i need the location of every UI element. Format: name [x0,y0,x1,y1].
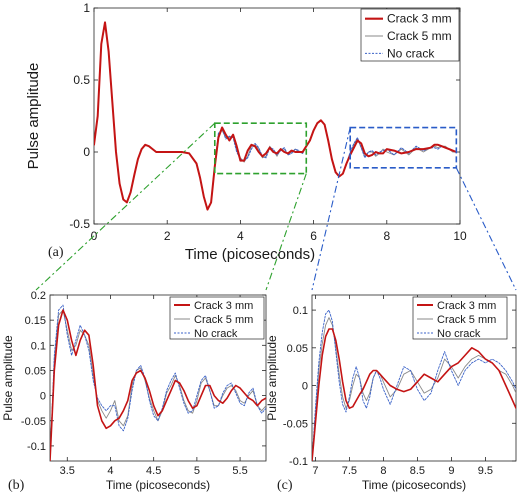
legend-label: Crack 3 mm [387,12,452,26]
legend-label: No crack [194,328,238,340]
x-tick-label: 4 [107,465,113,477]
legend-label: Crack 5 mm [437,314,496,326]
series-group-b [50,304,266,461]
x-tick-label: 4 [237,229,244,243]
legend-label: Crack 5 mm [387,29,452,43]
zoom-box-b [213,122,308,175]
legend-label: No crack [437,328,481,340]
y-tick-label: 0.2 [31,290,46,302]
x-tick-label: 7.5 [342,465,357,477]
panel-tag-a: (a) [48,245,64,260]
zoom-box-c [349,126,458,169]
x-tick-label: 7 [312,465,318,477]
y-tick-label: 0.5 [73,73,90,87]
y-axis-label: Pulse amplitude [265,335,279,421]
series-line-nocrack [50,304,266,461]
zoom-connector-c [311,127,351,291]
y-axis-label: Pulse amplitude [1,335,15,421]
series-group-a [94,21,458,211]
x-tick-label: 3.5 [60,465,75,477]
series-line-crack5 [50,309,266,461]
legend-label: Crack 5 mm [194,314,253,326]
x-tick-label: 5 [194,465,200,477]
y-tick-label: -0.1 [289,456,308,468]
y-tick-label: -0.1 [27,441,46,453]
x-axis-label: Time (picoseconds) [362,478,466,492]
series-line-crack3 [312,328,516,461]
x-axis-label: Time (picoseconds) [185,246,315,263]
series-group-c [312,309,516,461]
x-tick-label: 5.5 [232,465,247,477]
x-tick-label: 8 [380,465,386,477]
y-tick-label: -0.5 [69,217,90,231]
legend-label: No crack [387,46,435,60]
y-tick-label: -0.05 [21,416,46,428]
y-tick-label: 0.1 [293,305,308,317]
y-tick-label: -0.05 [283,418,308,430]
x-tick-label: 2 [164,229,171,243]
x-tick-label: 9 [448,465,454,477]
x-tick-label: 6 [310,229,317,243]
x-tick-label: 8 [383,229,390,243]
series-line-crack3 [94,21,458,211]
zoom-connector-b [35,122,216,291]
y-tick-label: 0.05 [287,343,308,355]
legend-label: Crack 3 mm [194,300,253,312]
panel-tag-b: (b) [8,478,25,493]
zoom-connector-b [265,173,307,291]
y-tick-label: 1 [83,1,90,15]
x-tick-label: 10 [453,229,467,243]
y-tick-label: 0 [302,381,308,393]
x-tick-label: 9.5 [478,465,493,477]
x-tick-label: 4.5 [146,465,161,477]
x-axis-label: Time (picoseconds) [106,478,210,492]
y-tick-label: 0.05 [25,365,46,377]
y-tick-label: 0 [40,391,46,403]
series-line-crack3 [50,309,266,461]
y-tick-label: 0.15 [25,315,46,327]
x-tick-label: 8.5 [410,465,425,477]
y-axis-label: Pulse amplitude [25,63,42,170]
panel-tag-c: (c) [277,478,293,493]
legend-label: Crack 3 mm [437,300,496,312]
y-tick-label: 0 [83,145,90,159]
y-tick-label: 0.1 [31,340,46,352]
series-line-nocrack [312,309,516,461]
